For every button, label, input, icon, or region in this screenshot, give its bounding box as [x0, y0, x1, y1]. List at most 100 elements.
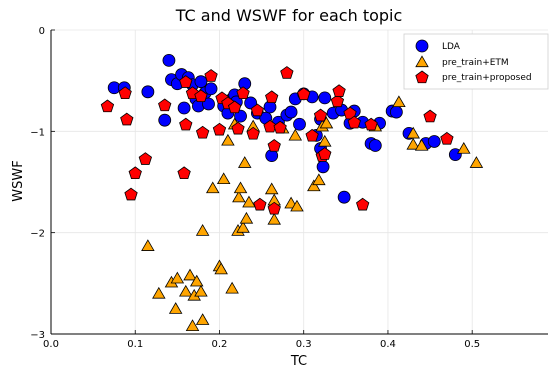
data-point — [212, 122, 227, 136]
data-point — [332, 84, 346, 97]
data-point — [158, 113, 172, 127]
data-point — [233, 181, 248, 194]
data-point — [250, 103, 265, 117]
data-point — [120, 112, 134, 126]
data-point — [263, 119, 277, 133]
data-point — [392, 95, 406, 108]
data-point — [356, 197, 370, 211]
data-point — [194, 75, 208, 89]
data-point — [204, 82, 218, 96]
y-tick-label: −3 — [30, 330, 45, 341]
data-point — [364, 117, 378, 131]
data-point — [280, 66, 294, 79]
data-point — [195, 224, 210, 236]
data-point — [237, 156, 252, 168]
data-point — [124, 187, 138, 201]
x-tick-label: 0.1 — [127, 339, 143, 350]
data-point — [214, 262, 228, 275]
data-point — [204, 69, 218, 82]
data-point — [427, 135, 441, 148]
data-point — [318, 147, 332, 160]
x-tick-label: 0.3 — [296, 339, 312, 350]
data-point — [179, 284, 193, 297]
y-tick-label: −1 — [30, 127, 45, 138]
y-tick-label: 0 — [39, 26, 45, 37]
data-point — [389, 105, 403, 119]
x-tick-label: 0.5 — [464, 339, 480, 350]
data-point — [170, 271, 185, 284]
data-point — [202, 97, 215, 111]
data-points — [100, 54, 484, 331]
data-point — [183, 268, 197, 281]
data-point — [313, 108, 328, 122]
legend-marker — [415, 39, 429, 53]
data-point — [337, 190, 351, 204]
data-point — [457, 141, 471, 154]
legend-label-etm: pre_train+ETM — [442, 58, 509, 68]
data-point — [179, 75, 193, 88]
chart-title: TC and WSWF for each topic — [175, 6, 403, 25]
data-point — [236, 220, 250, 233]
data-point — [290, 199, 304, 212]
data-point — [195, 313, 210, 325]
legend: LDA pre_train+ETM pre_train+proposed — [403, 33, 549, 90]
data-point — [319, 116, 334, 129]
data-point — [267, 212, 281, 225]
data-point — [368, 139, 382, 152]
data-point — [284, 105, 298, 119]
data-point — [244, 96, 258, 110]
data-point — [138, 152, 153, 165]
data-point — [189, 274, 204, 287]
data-point — [242, 195, 256, 208]
data-point — [195, 125, 210, 139]
data-point — [469, 156, 484, 168]
data-point — [330, 94, 345, 108]
data-point — [440, 131, 454, 145]
data-point — [265, 90, 279, 104]
legend-marker — [415, 70, 429, 84]
data-point — [307, 179, 321, 192]
data-point — [423, 109, 437, 123]
data-point — [273, 120, 287, 134]
data-point — [231, 121, 245, 135]
data-point — [267, 201, 281, 215]
data-point — [318, 91, 332, 105]
data-point — [205, 181, 220, 194]
data-point — [246, 126, 260, 140]
x-axis-label: TC — [290, 354, 307, 368]
data-point — [318, 134, 332, 147]
data-point — [162, 54, 176, 67]
data-point — [221, 133, 235, 146]
data-point — [312, 173, 326, 186]
data-point — [177, 166, 191, 180]
data-point — [305, 128, 319, 142]
legend-box — [403, 33, 549, 90]
data-point — [316, 160, 330, 174]
legend-label-proposed: pre_train+proposed — [442, 73, 532, 83]
y-tick-label: −2 — [30, 229, 45, 240]
data-point — [227, 100, 242, 114]
x-tick-label: 0.4 — [380, 339, 396, 350]
data-point — [225, 281, 239, 294]
x-tick-label: 0.0 — [43, 339, 59, 350]
data-point — [232, 190, 246, 203]
y-ticks: −3 −2 −1 0 — [30, 26, 45, 341]
data-point — [152, 286, 166, 299]
y-axis-label: WSWF — [11, 160, 26, 201]
data-point — [297, 87, 311, 100]
data-point — [406, 137, 420, 150]
x-ticks: 0.0 0.1 0.2 0.3 0.4 0.5 — [43, 339, 480, 350]
series-1 — [141, 95, 484, 331]
data-point — [141, 239, 155, 251]
series-2 — [100, 66, 454, 215]
data-point — [158, 98, 172, 112]
data-point — [194, 284, 208, 297]
data-point — [293, 117, 306, 131]
legend-markers — [415, 39, 429, 84]
data-point — [177, 101, 191, 115]
legend-marker — [415, 55, 429, 68]
x-tick-label: 0.2 — [212, 339, 228, 350]
data-point — [128, 166, 142, 180]
data-point — [179, 117, 193, 131]
